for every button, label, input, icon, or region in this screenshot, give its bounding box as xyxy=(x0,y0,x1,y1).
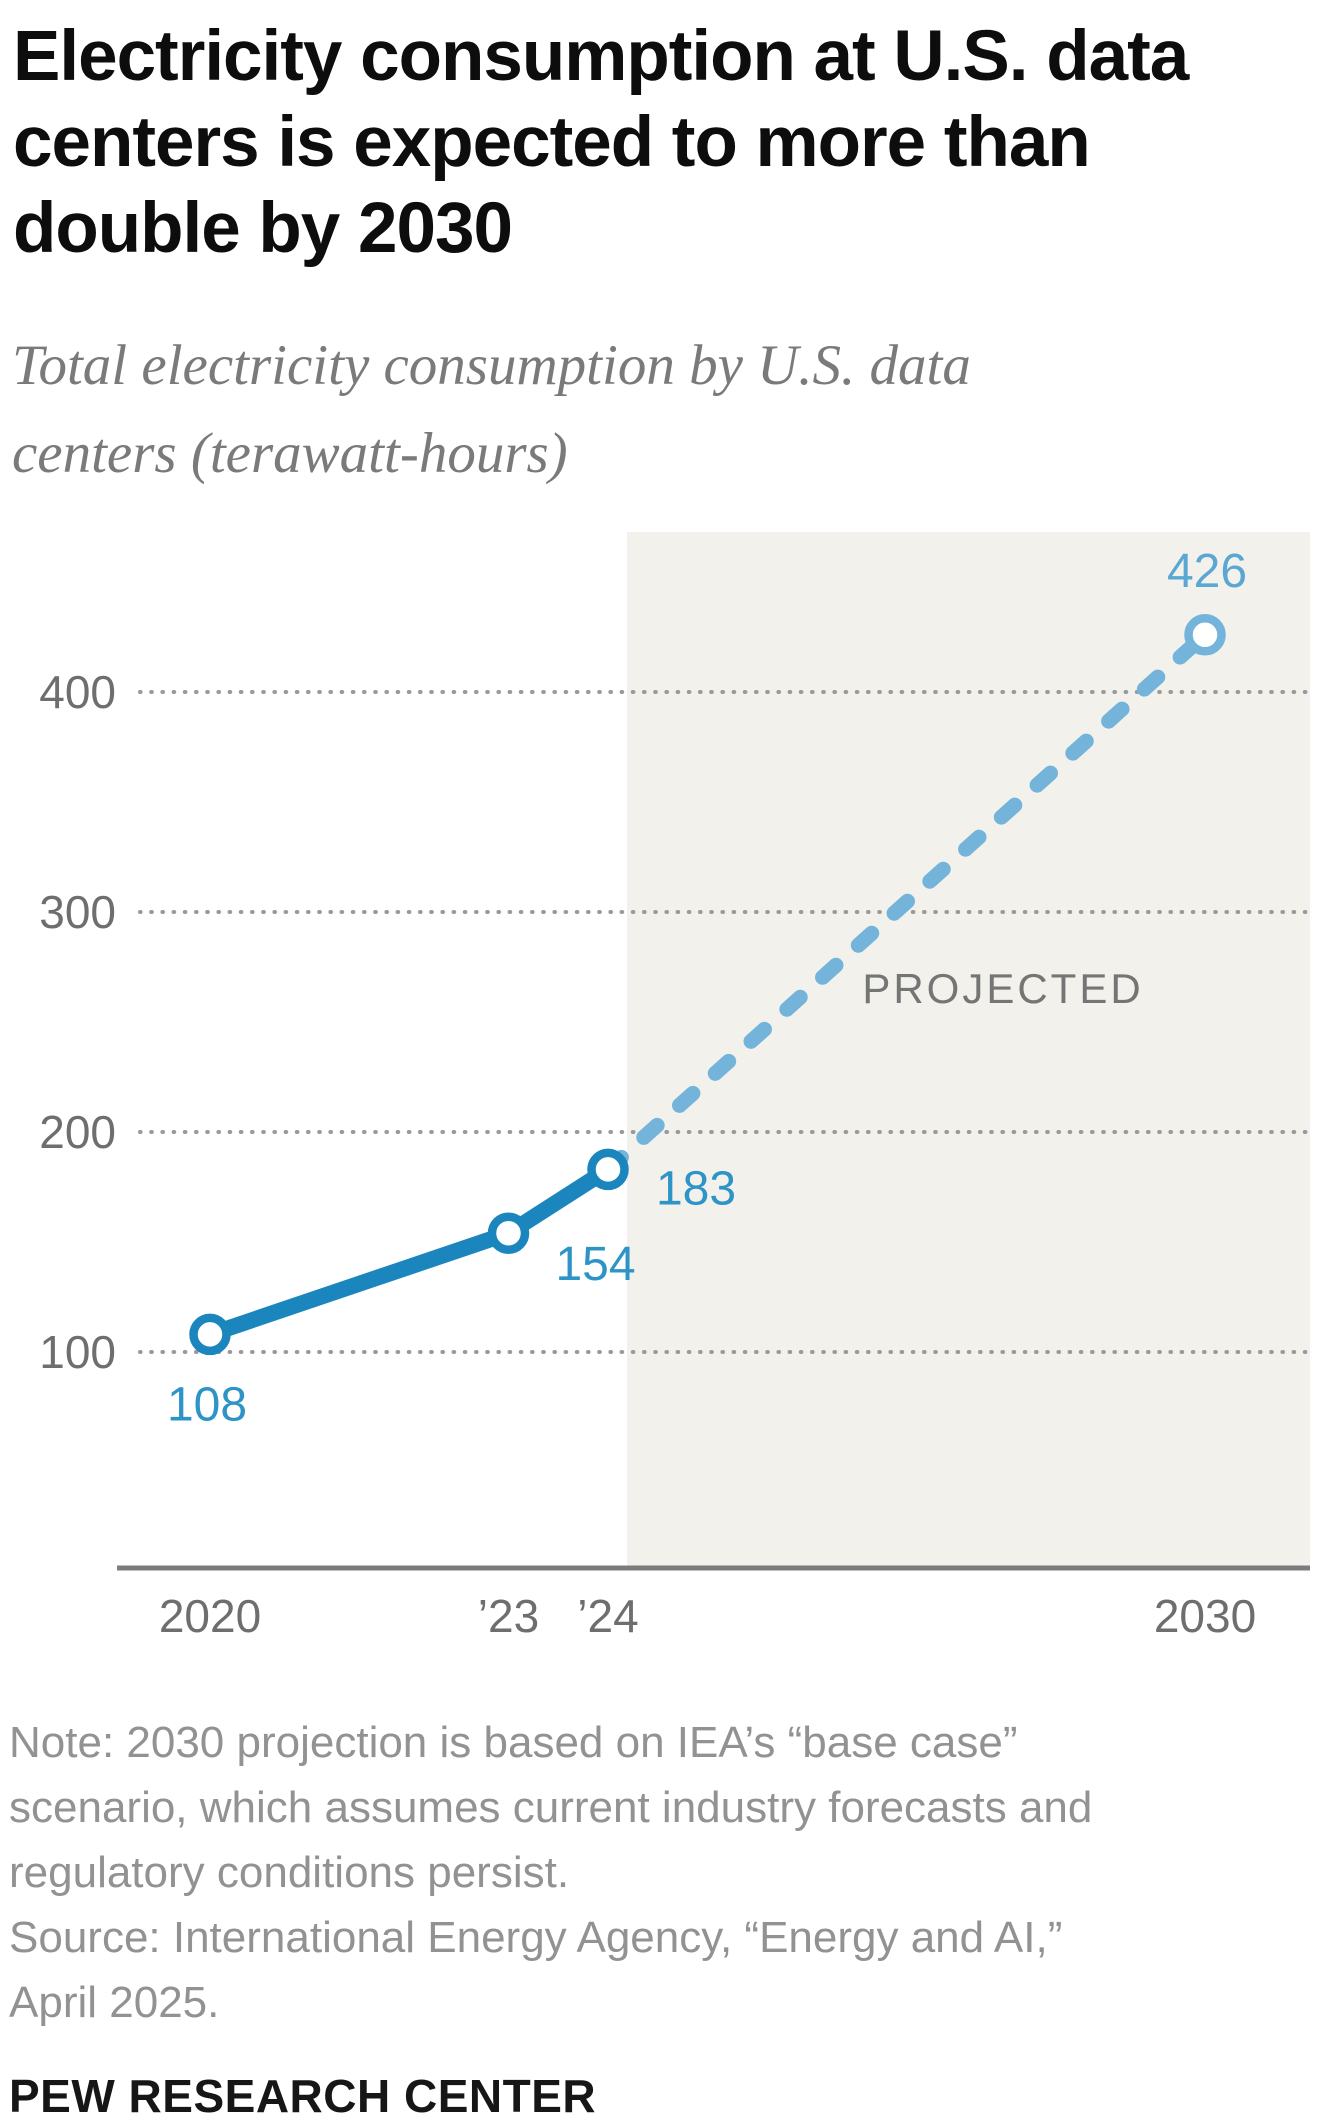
y-axis-tick-label: 100 xyxy=(39,1326,116,1378)
y-axis-tick-label: 400 xyxy=(39,666,116,718)
data-point-marker xyxy=(587,1148,629,1191)
data-point-marker xyxy=(1184,614,1226,656)
chart-subtitle: Total electricity consumption by U.S. da… xyxy=(12,334,971,485)
x-axis-tick-label: 2030 xyxy=(1154,1590,1256,1642)
projected-label: PROJECTED xyxy=(862,965,1143,1012)
line-chart-svg: 100 200 300 400 PROJECTED 2020 ’23 ’24 2030 108 15… xyxy=(39,532,1314,1642)
x-axis-tick-label: 2020 xyxy=(159,1590,261,1642)
data-point-label: 154 xyxy=(555,1238,635,1291)
data-point-marker xyxy=(487,1212,530,1254)
y-axis-tick-label: 200 xyxy=(39,1106,116,1158)
data-point-label: 426 xyxy=(1167,545,1247,598)
projected-band xyxy=(627,532,1310,1568)
chart-source: Source: International Energy Agency, “En… xyxy=(9,1913,1063,2027)
x-axis-tick-label: ’23 xyxy=(478,1590,539,1642)
chart-note: Note: 2030 projection is based on IEA’s … xyxy=(9,1718,1093,1897)
y-axis-tick-label: 300 xyxy=(39,886,116,938)
x-axis-tick-label: ’24 xyxy=(577,1590,638,1642)
projected-line xyxy=(600,627,1213,1177)
historical-line xyxy=(202,1161,616,1343)
data-point-label: 183 xyxy=(656,1162,736,1215)
data-point-marker xyxy=(189,1313,231,1356)
line-chart: 100 200 300 400 PROJECTED 2020 ’23 ’24 2030 108 15… xyxy=(0,520,1320,1660)
page-title: Electricity consumption at U.S. data cen… xyxy=(13,17,1189,268)
data-point-label: 108 xyxy=(167,1378,247,1431)
brand-footer: PEW RESEARCH CENTER xyxy=(9,2070,597,2122)
